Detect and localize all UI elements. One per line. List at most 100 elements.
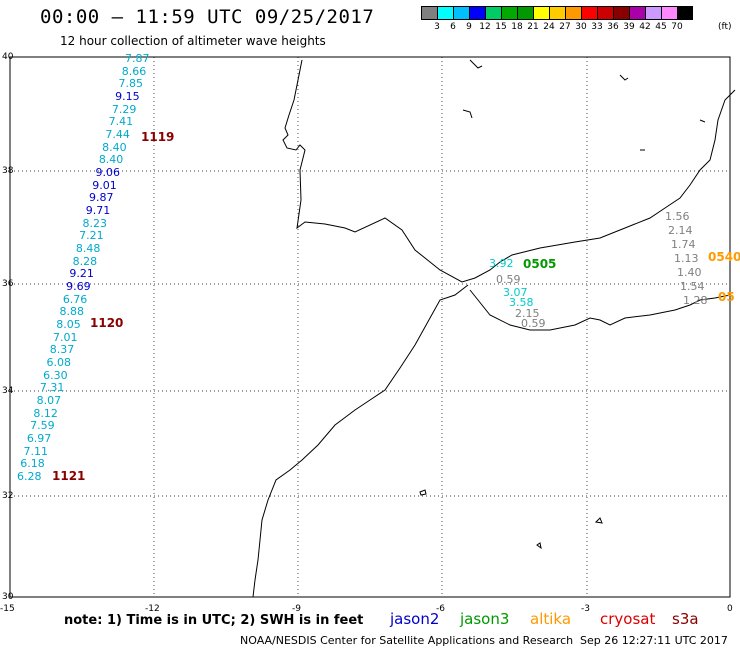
y-tick-label: 34: [2, 386, 14, 396]
color-scale-swatch: [549, 6, 565, 20]
pass-time-label: 1120: [90, 316, 124, 330]
color-scale-bar: [421, 6, 693, 20]
color-scale-label: 27: [559, 22, 571, 32]
wave-height-label: 1.13: [674, 252, 699, 265]
color-scale-label: 39: [623, 22, 635, 32]
legend-cryosat: cryosat: [600, 610, 656, 628]
pass-time-label: 1121: [52, 469, 86, 483]
color-scale-swatch: [469, 6, 485, 20]
wave-height-label: 7.29: [111, 102, 137, 116]
color-scale-label: 42: [639, 22, 651, 32]
wave-height-label: 3.07: [503, 286, 528, 299]
color-scale-label: 24: [543, 22, 555, 32]
color-scale-swatch: [517, 6, 533, 20]
color-scale-swatch: [565, 6, 581, 20]
y-tick-label: 30: [2, 592, 14, 602]
wave-height-label: 8.05: [56, 318, 81, 331]
color-scale-label: 21: [527, 22, 539, 32]
wave-height-label: 9.06: [95, 166, 121, 179]
x-tick-label: -15: [0, 604, 15, 614]
wave-height-label: 8.07: [36, 394, 62, 407]
color-scale-swatch: [677, 6, 693, 20]
color-scale-swatch: [581, 6, 597, 20]
legend-s3a: s3a: [672, 610, 699, 628]
chart-title: 00:00 – 11:59 UTC 09/25/2017: [40, 6, 375, 28]
color-scale-label: 6: [450, 22, 456, 32]
color-scale-label: 15: [495, 22, 507, 32]
wave-height-label: 8.66: [121, 64, 147, 78]
wave-height-label: 1.54: [680, 280, 705, 293]
color-scale-label: 3: [434, 22, 440, 32]
wave-height-label: 8.88: [59, 305, 85, 319]
wave-height-label: 8.48: [75, 242, 101, 255]
wave-height-label: 8.40: [102, 140, 127, 154]
x-tick-label: 0: [727, 604, 733, 614]
legend-altika: altika: [530, 610, 572, 628]
color-scale-label: 33: [591, 22, 603, 32]
y-tick-label: 38: [2, 166, 14, 176]
wave-height-label: 7.44: [105, 128, 130, 141]
wave-height-label: 1.74: [671, 238, 696, 251]
wave-height-label: 3.58: [509, 296, 534, 309]
wave-height-label: 9.21: [69, 267, 94, 281]
color-scale-label: 18: [511, 22, 523, 32]
color-scale-label: 30: [575, 22, 587, 32]
wave-height-label: 9.87: [89, 191, 114, 205]
y-tick-label: 36: [2, 279, 14, 289]
wave-height-label: 2.15: [515, 307, 540, 320]
wave-height-label: 6.97: [26, 432, 52, 445]
wave-height-label: 1.40: [677, 266, 702, 279]
wave-height-label: 1.56: [665, 210, 690, 223]
wave-height-label: 3.92: [489, 257, 514, 270]
y-tick-label: 32: [2, 491, 14, 501]
wave-height-label: 7.59: [30, 419, 55, 433]
graticule: [10, 57, 730, 597]
wave-height-label: 7.85: [118, 77, 143, 91]
wave-height-label: 6.76: [62, 292, 88, 306]
color-scale-swatch: [485, 6, 501, 20]
pass-time-label: 1119: [141, 130, 175, 144]
wave-height-label: 9.15: [115, 90, 140, 103]
wave-height-label: 6.28: [17, 470, 42, 483]
x-tick-label: -3: [581, 604, 590, 614]
x-tick-label: -9: [292, 604, 301, 614]
color-scale-swatch: [645, 6, 661, 20]
chart-subtitle: 12 hour collection of altimeter wave hei…: [60, 34, 326, 48]
wave-height-label: 7.31: [39, 381, 65, 395]
wave-height-label: 6.08: [46, 356, 71, 369]
wave-height-label: 1.28: [683, 294, 708, 307]
color-scale-unit: (ft): [718, 22, 732, 32]
wave-height-label: 7.41: [108, 115, 134, 129]
wave-height-label: 8.23: [82, 216, 107, 230]
map-frame: [9, 56, 731, 598]
wave-height-label: 6.18: [20, 457, 45, 471]
color-scale-label: 12: [479, 22, 491, 32]
color-scale-label: 45: [655, 22, 667, 32]
color-scale-swatch: [661, 6, 677, 20]
wave-height-label: 7.21: [79, 229, 104, 243]
wave-height-label: 8.12: [33, 406, 58, 420]
wave-height-label: 7.87: [125, 52, 150, 65]
color-scale-label: 70: [671, 22, 683, 32]
color-scale-label: 9: [466, 22, 472, 32]
note-text: note: 1) Time is in UTC; 2) SWH is in fe…: [64, 613, 364, 628]
legend-jason2: jason2: [390, 610, 440, 628]
wave-height-label: 7.11: [23, 444, 49, 458]
wave-height-label: 0.59: [496, 273, 521, 286]
color-scale-label: 36: [607, 22, 619, 32]
x-tick-label: -12: [145, 604, 160, 614]
footer-timestamp: Sep 26 12:27:11 UTC 2017: [580, 634, 728, 647]
color-scale-swatch: [629, 6, 645, 20]
pass-time-label: 0540: [708, 250, 740, 264]
wave-height-label: 9.69: [66, 280, 91, 293]
coastline: [252, 59, 736, 598]
color-scale-swatch: [613, 6, 629, 20]
legend-jason3: jason3: [460, 610, 510, 628]
color-scale-swatch: [533, 6, 549, 20]
color-scale-swatch: [501, 6, 517, 20]
y-tick-label: 40: [2, 52, 14, 62]
wave-height-label: 9.01: [92, 178, 117, 192]
wave-height-label: 8.28: [72, 254, 98, 268]
wave-height-label: 0.59: [521, 317, 546, 330]
